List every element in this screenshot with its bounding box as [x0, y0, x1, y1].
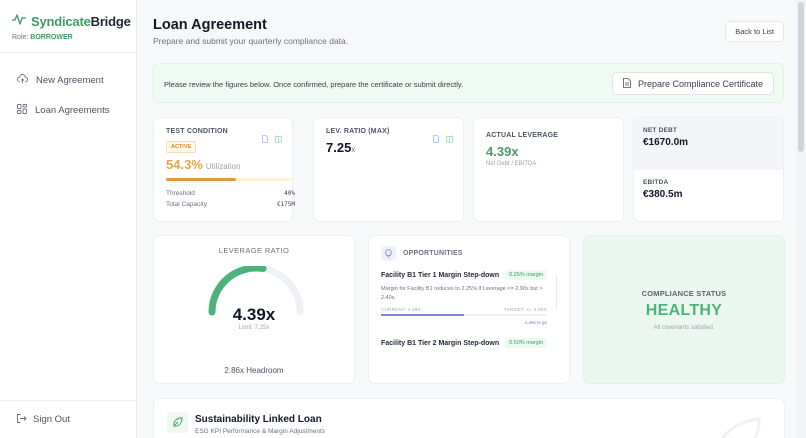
opportunities-title: OPPORTUNITIES — [403, 250, 463, 257]
sustainability-subtitle: ESG KPI Performance & Margin Adjustments — [195, 428, 326, 435]
logout-icon — [17, 413, 27, 426]
grid-icon — [17, 103, 27, 117]
opportunity-item[interactable]: Facility B1 Tier 2 Margin Step-down 0.50… — [381, 338, 557, 348]
back-to-list-button[interactable]: Back to List — [725, 21, 784, 42]
sign-out-button[interactable]: Sign Out — [0, 400, 136, 438]
margin-pill: 0.50% margin — [505, 338, 547, 348]
compliance-status: HEALTHY — [645, 302, 723, 319]
sidebar-item-loan-agreements[interactable]: Loan Agreements — [0, 95, 136, 125]
utilization-progress — [166, 178, 295, 181]
page-subtitle: Prepare and submit your quarterly compli… — [153, 36, 349, 46]
ebitda-section: EBITDA €380.5m — [634, 170, 783, 209]
utilization-label: Utilization — [205, 162, 241, 171]
document-icon[interactable] — [433, 130, 439, 148]
actual-leverage-value: 4.39x — [486, 144, 519, 159]
gauge-title: LEVERAGE RATIO — [218, 246, 290, 255]
lev-ratio-max-card: LEV. RATIO (MAX) 7.25x — [313, 117, 464, 222]
opportunity-progress — [381, 314, 547, 316]
leaf-watermark-icon — [721, 417, 761, 438]
actual-leverage-card: ACTUAL LEVERAGE 4.39x Net Debt / EBITDA — [473, 117, 624, 222]
opportunities-scrollbar[interactable] — [555, 274, 557, 308]
card-label: TEST CONDITION — [166, 128, 228, 135]
review-notice: Please review the figures below. Once co… — [153, 63, 784, 103]
book-icon[interactable] — [275, 130, 282, 148]
test-condition-card: TEST CONDITION ACTIVE 54.3% Utilization … — [153, 117, 295, 222]
opportunities-card: OPPORTUNITIES Facility B1 Tier 1 Margin … — [368, 235, 570, 384]
ebitda-value: €380.5m — [643, 189, 683, 200]
threshold-row: Threshold 40% — [166, 190, 295, 197]
main-content: Loan Agreement Prepare and submit your q… — [137, 0, 796, 438]
compliance-label: COMPLIANCE STATUS — [641, 289, 727, 298]
lightbulb-icon — [381, 246, 396, 261]
role-value: BORROWER — [30, 34, 73, 41]
prepare-certificate-label: Prepare Compliance Certificate — [637, 78, 763, 89]
status-badge: ACTIVE — [166, 141, 197, 153]
net-debt-section: NET DEBT €1670.0m — [634, 118, 783, 170]
sidebar-nav: New Agreement Loan Agreements — [0, 53, 136, 125]
gauge-limit: Limit: 7.25x — [238, 325, 270, 331]
capacity-row: Total Capacity €175M — [166, 201, 295, 208]
opportunity-item[interactable]: Facility B1 Tier 1 Margin Step-down 0.25… — [381, 270, 547, 325]
sidebar-item-new-agreement[interactable]: New Agreement — [0, 65, 136, 95]
notice-text: Please review the figures below. Once co… — [164, 80, 464, 89]
leaf-icon — [167, 412, 188, 433]
sign-out-label: Sign Out — [33, 414, 70, 425]
brand: SyndicateBridge Role: BORROWER — [0, 0, 136, 53]
leverage-gauge — [208, 266, 304, 316]
actual-leverage-sub: Net Debt / EBITDA — [486, 161, 537, 167]
compliance-status-card: COMPLIANCE STATUS HEALTHY All covenants … — [583, 235, 785, 384]
page-scrollbar[interactable] — [796, 0, 806, 438]
role-indicator: Role: BORROWER — [12, 34, 73, 41]
sidebar-item-label: New Agreement — [36, 74, 104, 86]
sustainability-title: Sustainability Linked Loan — [195, 414, 322, 425]
sidebar: SyndicateBridge Role: BORROWER New Agree… — [0, 0, 137, 438]
compliance-sub: All covenants satisfied. — [653, 325, 715, 331]
scrollbar-thumb[interactable] — [798, 2, 804, 152]
sustainability-card: Sustainability Linked Loan ESG KPI Perfo… — [153, 398, 785, 438]
page-title: Loan Agreement — [153, 17, 267, 33]
net-debt-ebitda-card: NET DEBT €1670.0m EBITDA €380.5m — [633, 117, 784, 222]
card-label: ACTUAL LEVERAGE — [486, 132, 559, 139]
document-icon[interactable] — [262, 130, 268, 148]
utilization-value: 54.3% — [166, 157, 203, 172]
brand-name: SyndicateBridge — [31, 13, 131, 29]
margin-pill: 0.25% margin — [505, 270, 547, 280]
leverage-gauge-card: LEVERAGE RATIO 4.39x Limit: 7.25x 2.86x … — [153, 235, 355, 384]
card-label: LEV. RATIO (MAX) — [326, 128, 390, 135]
document-icon — [623, 77, 631, 90]
net-debt-value: €1670.0m — [643, 137, 689, 148]
cloud-upload-icon — [17, 73, 28, 87]
lev-ratio-value: 7.25x — [326, 140, 356, 155]
gauge-headroom: 2.86x Headroom — [224, 366, 284, 375]
book-icon[interactable] — [446, 130, 453, 148]
activity-logo-icon — [11, 12, 27, 30]
sidebar-item-label: Loan Agreements — [35, 104, 110, 116]
prepare-certificate-button[interactable]: Prepare Compliance Certificate — [611, 72, 774, 95]
gauge-value: 4.39x — [232, 305, 276, 324]
